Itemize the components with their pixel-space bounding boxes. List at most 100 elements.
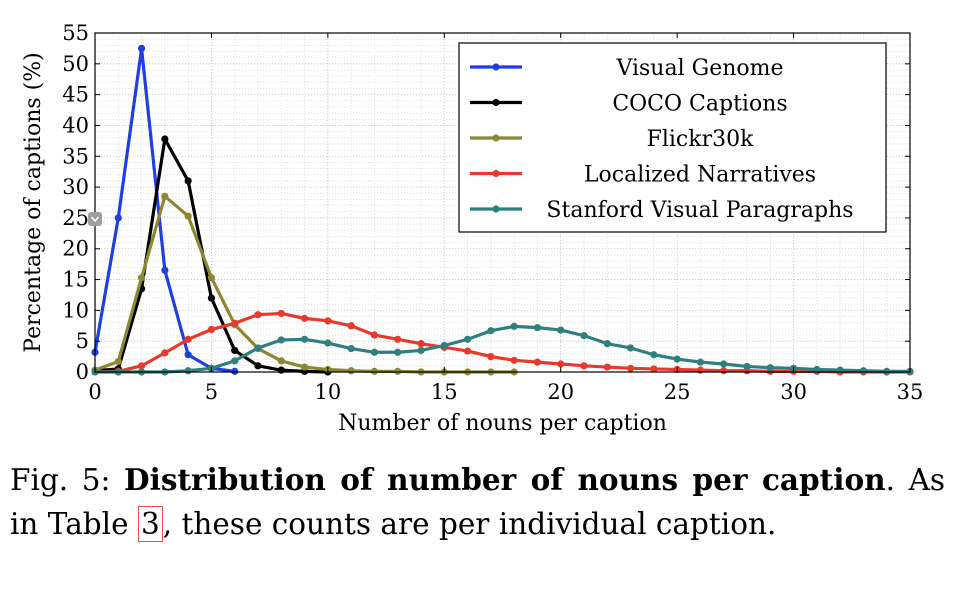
data-point [487, 327, 495, 335]
data-point [161, 349, 169, 357]
data-point [254, 362, 262, 370]
legend-box [458, 42, 887, 233]
chart: 0 5 10 15 20 25 30 35 0 5 10 15 20 25 30 35 40 45 50 55 Num… [21, 21, 923, 436]
x-axis-label: Number of nouns per caption [338, 411, 667, 436]
caption-text-before: . As in Table [10, 463, 946, 541]
data-point [394, 367, 402, 375]
data-point [813, 365, 821, 374]
y-tick-label: 20 [62, 237, 89, 261]
data-point [417, 340, 425, 348]
data-point [626, 364, 635, 372]
data-point [207, 325, 216, 334]
data-point [277, 357, 285, 365]
tick-layer: 0 5 10 15 20 25 30 35 0 5 10 15 20 25 30 35 40 45 50 55 [62, 21, 923, 404]
data-point [394, 348, 402, 356]
data-point [510, 356, 518, 364]
data-point [696, 366, 705, 374]
data-point [184, 367, 192, 375]
data-point [720, 360, 728, 368]
data-point [231, 357, 239, 365]
data-point [231, 319, 239, 327]
data-point [859, 367, 868, 375]
data-point [580, 332, 588, 340]
figure-caption: Fig. 5: Distribution of number of nouns … [10, 458, 945, 546]
y-tick-label: 50 [62, 52, 89, 76]
data-point [137, 44, 146, 53]
data-point [440, 341, 448, 350]
data-point [184, 212, 192, 220]
data-point [626, 344, 635, 352]
y-tick-label: 30 [62, 175, 89, 199]
data-point [487, 352, 495, 361]
data-point [766, 364, 774, 372]
legend-item: Flickr30k [470, 127, 754, 152]
data-point [207, 294, 216, 302]
table-reference-link[interactable]: 3 [137, 506, 163, 542]
x-tick-label: 0 [88, 380, 101, 404]
series-line [93, 324, 912, 374]
data-point [161, 266, 169, 274]
legend-label: Visual Genome [615, 56, 783, 81]
data-point [533, 324, 542, 332]
data-point [254, 344, 262, 352]
caption-title: Distribution of number of nouns per capt… [124, 462, 886, 497]
data-point [347, 367, 355, 375]
y-tick-label: 25 [62, 206, 89, 230]
data-point [533, 358, 542, 366]
data-point [277, 366, 285, 374]
x-tick-label: 35 [897, 380, 924, 404]
legend-swatch-marker [492, 169, 500, 178]
data-point [137, 362, 146, 370]
data-point [650, 351, 658, 359]
x-tick-label: 25 [664, 380, 691, 404]
legend-label: Stanford Visual Paragraphs [546, 198, 853, 223]
data-point [300, 314, 309, 322]
data-point [347, 322, 355, 330]
data-point [417, 346, 425, 355]
legend-swatch-marker [492, 63, 500, 71]
data-point [394, 335, 402, 343]
legend-item: Localized Narratives [470, 163, 816, 188]
data-point [300, 335, 309, 343]
legend-swatch-marker [492, 98, 500, 107]
data-point [300, 363, 309, 371]
plot-frame [94, 32, 911, 373]
data-point [370, 331, 379, 339]
data-point [370, 367, 379, 375]
data-point [347, 344, 355, 353]
scroll-marker[interactable] [88, 212, 102, 226]
legend-item: Visual Genome [470, 56, 784, 81]
data-point [557, 326, 565, 334]
y-tick-label: 10 [62, 298, 89, 322]
series-line [93, 311, 912, 374]
data-point [650, 365, 658, 373]
data-point [463, 335, 472, 343]
data-point [463, 347, 472, 355]
data-point [254, 311, 262, 319]
data-point [324, 317, 332, 325]
data-point [207, 274, 216, 282]
data-point [184, 351, 192, 359]
y-axis-label: Percentage of captions (%) [21, 52, 46, 352]
legend-item: Stanford Visual Paragraphs [470, 198, 854, 223]
x-tick-label: 10 [314, 380, 341, 404]
legend-label: COCO Captions [612, 92, 787, 117]
data-point [603, 363, 611, 371]
data-point [836, 366, 844, 374]
y-tick-label: 45 [62, 83, 89, 107]
data-point [114, 357, 122, 366]
data-point [161, 192, 169, 200]
data-point [231, 367, 239, 375]
y-tick-label: 55 [62, 21, 89, 45]
data-point [184, 177, 192, 185]
data-point [603, 340, 611, 348]
data-point [720, 367, 728, 375]
data-point [137, 274, 146, 282]
data-point [114, 214, 122, 222]
caption-label: Fig. 5: [10, 463, 111, 497]
x-tick-label: 15 [431, 380, 458, 404]
legend-label: Flickr30k [647, 127, 755, 152]
data-point [883, 367, 891, 375]
chevron-down-icon [90, 216, 100, 223]
legend: Visual Genome COCO Captions Flickr30k Local… [458, 42, 887, 233]
